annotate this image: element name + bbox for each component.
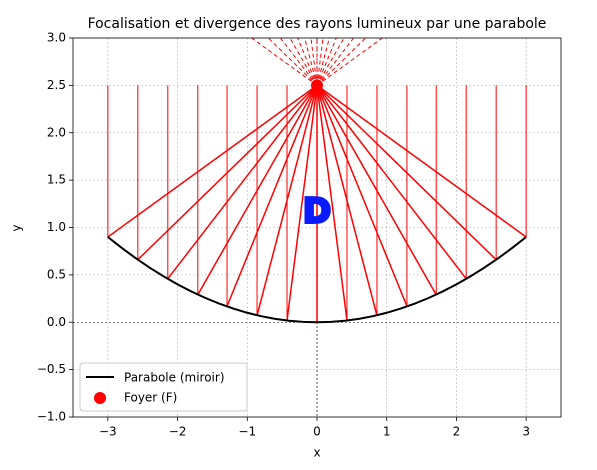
plot-area bbox=[107, 38, 527, 324]
legend-box bbox=[79, 362, 248, 412]
reflected-ray bbox=[226, 85, 318, 307]
y-tick-label: 1.5 bbox=[47, 173, 66, 187]
divergent-ray bbox=[316, 38, 383, 86]
y-tick-label: 2.0 bbox=[47, 125, 66, 139]
x-tick-label: −1 bbox=[238, 425, 256, 439]
divergent-ray bbox=[316, 38, 324, 86]
reflected-ray bbox=[316, 84, 527, 238]
y-tick-label: 1.0 bbox=[47, 220, 66, 234]
annotation: D bbox=[303, 192, 331, 232]
x-tick-label: 1 bbox=[383, 425, 391, 439]
divergent-ray bbox=[316, 38, 337, 86]
x-axis-label: x bbox=[313, 446, 320, 460]
legend-swatch bbox=[94, 392, 106, 404]
x-tick-label: −2 bbox=[169, 425, 187, 439]
y-tick-label: −1.0 bbox=[37, 410, 66, 424]
focus-point bbox=[311, 79, 323, 92]
y-axis-label: y bbox=[10, 224, 24, 231]
parabola bbox=[107, 236, 527, 324]
divergent-ray bbox=[316, 38, 345, 86]
divergent-ray bbox=[310, 38, 318, 86]
y-tick-label: 3.0 bbox=[47, 31, 66, 45]
legend-label: Parabole (miroir) bbox=[124, 371, 225, 385]
divergent-ray bbox=[251, 38, 318, 86]
divergent-ray bbox=[289, 38, 318, 86]
reflected-ray bbox=[316, 84, 467, 280]
x-tick-label: 0 bbox=[313, 425, 321, 439]
y-tick-label: 0.5 bbox=[47, 267, 66, 281]
x-tick-label: 3 bbox=[522, 425, 530, 439]
divergent-ray bbox=[304, 38, 318, 86]
x-tick-label: −3 bbox=[99, 425, 117, 439]
reflected-ray bbox=[286, 85, 318, 321]
x-tick-label: 2 bbox=[453, 425, 461, 439]
axes-frame bbox=[72, 37, 562, 418]
reflected-ray bbox=[316, 85, 437, 296]
divergent-ray bbox=[297, 38, 318, 86]
y-tick-label: 0.0 bbox=[47, 315, 66, 329]
reflected-ray bbox=[316, 85, 378, 316]
reflected-ray bbox=[167, 84, 318, 280]
legend-label: Foyer (F) bbox=[124, 391, 177, 405]
y-tick-label: 2.5 bbox=[47, 78, 66, 92]
divergent-ray bbox=[267, 38, 318, 86]
reflected-ray bbox=[316, 85, 408, 307]
chart-title: Focalisation et divergence des rayons lu… bbox=[88, 16, 547, 32]
reflected-ray bbox=[316, 85, 348, 321]
divergent-ray bbox=[316, 38, 367, 86]
reflected-ray bbox=[107, 84, 318, 238]
divergent-ray bbox=[280, 38, 318, 86]
divergent-ray bbox=[316, 38, 354, 86]
y-tick-label: −0.5 bbox=[37, 362, 66, 376]
divergent-ray bbox=[316, 38, 330, 86]
reflected-ray bbox=[316, 84, 497, 261]
